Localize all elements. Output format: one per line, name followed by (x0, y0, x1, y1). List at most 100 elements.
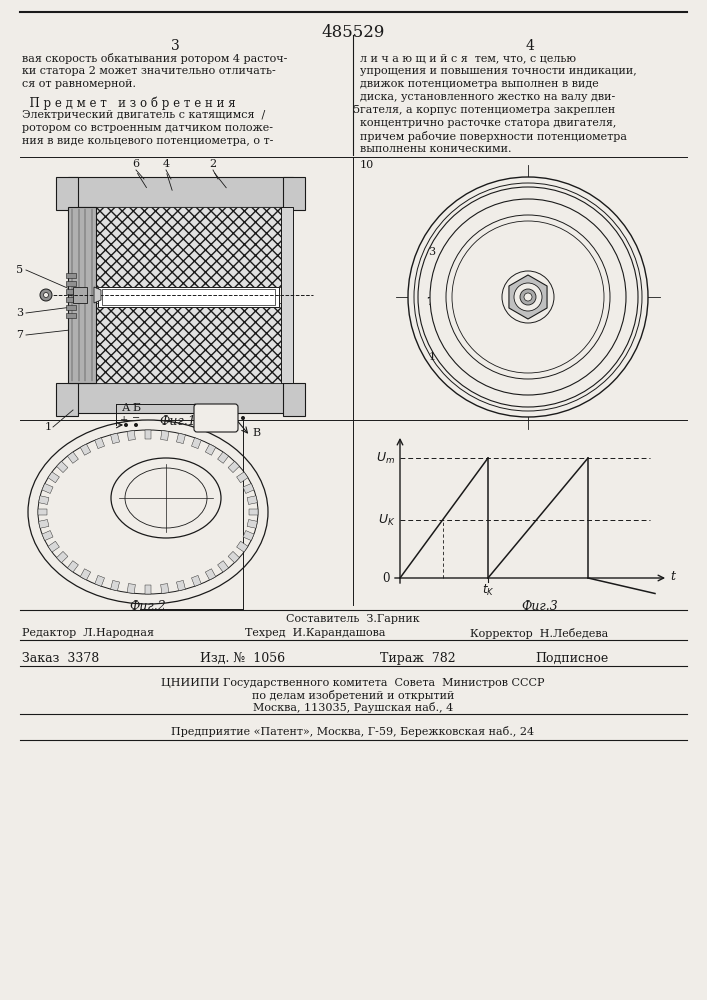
Circle shape (452, 221, 604, 373)
Polygon shape (192, 575, 201, 586)
Text: 6: 6 (132, 159, 139, 169)
Text: 485529: 485529 (321, 24, 385, 41)
Polygon shape (110, 433, 119, 444)
Polygon shape (38, 509, 47, 515)
Polygon shape (160, 431, 169, 440)
Text: Корректор  Н.Лебедева: Корректор Н.Лебедева (470, 628, 608, 639)
Polygon shape (243, 483, 254, 493)
Text: +: + (120, 414, 128, 424)
Text: 5: 5 (353, 105, 360, 115)
Text: П р е д м е т   и з о б р е т е н и я: П р е д м е т и з о б р е т е н и я (22, 96, 235, 109)
Bar (283, 177, 305, 210)
Polygon shape (67, 561, 78, 572)
Circle shape (514, 283, 542, 311)
Bar (66, 297, 76, 302)
Polygon shape (42, 531, 53, 541)
Circle shape (524, 293, 532, 301)
Text: 1: 1 (428, 352, 436, 362)
Bar (102, 289, 275, 305)
Text: 2: 2 (209, 159, 216, 169)
Polygon shape (192, 438, 201, 449)
Circle shape (446, 215, 610, 379)
Polygon shape (243, 531, 254, 541)
Circle shape (44, 292, 49, 298)
Circle shape (241, 416, 245, 420)
Polygon shape (48, 472, 59, 483)
Bar (96, 303, 281, 383)
Polygon shape (95, 575, 105, 586)
Bar (98, 287, 279, 307)
Polygon shape (228, 461, 240, 473)
Polygon shape (177, 580, 185, 591)
Text: ротором со встроенным датчиком положе-: ротором со встроенным датчиком положе- (22, 123, 273, 133)
Text: −: − (132, 414, 140, 424)
Polygon shape (127, 431, 135, 440)
Text: ки статора 2 может значительно отличать-: ки статора 2 может значительно отличать- (22, 66, 276, 76)
Bar (66, 273, 76, 278)
Text: вая скорость обкатывания ротором 4 расточ-: вая скорость обкатывания ротором 4 расто… (22, 53, 287, 64)
Text: Фиг.3: Фиг.3 (522, 600, 559, 613)
Circle shape (408, 177, 648, 417)
Text: 7: 7 (426, 297, 433, 307)
Text: движок потенциометра выполнен в виде: движок потенциометра выполнен в виде (360, 79, 599, 89)
Bar (56, 383, 78, 416)
Polygon shape (249, 509, 258, 515)
Text: 4: 4 (163, 159, 170, 169)
Text: 1: 1 (45, 422, 52, 432)
Text: Предприятие «Патент», Москва, Г-59, Бережковская наб., 24: Предприятие «Патент», Москва, Г-59, Бере… (171, 726, 534, 737)
Circle shape (414, 183, 642, 411)
Circle shape (134, 423, 138, 427)
Text: ния в виде кольцевого потенциометра, о т-: ния в виде кольцевого потенциометра, о т… (22, 136, 274, 146)
Bar (56, 177, 78, 210)
Polygon shape (39, 496, 49, 504)
Bar (96, 207, 281, 287)
Polygon shape (205, 569, 216, 580)
Polygon shape (247, 520, 257, 528)
Text: ЦНИИПИ Государственного комитета  Совета  Министров СССР: ЦНИИПИ Государственного комитета Совета … (161, 678, 545, 688)
Polygon shape (228, 551, 240, 563)
Bar (73, 287, 87, 303)
Polygon shape (57, 461, 68, 473)
Bar (66, 313, 76, 318)
Polygon shape (218, 452, 228, 463)
Text: диска, установленного жестко на валу дви-: диска, установленного жестко на валу дви… (360, 92, 615, 102)
Bar (68, 207, 96, 383)
Text: $U_m$: $U_m$ (376, 450, 395, 466)
Bar (66, 289, 76, 294)
Text: Техред  И.Карандашова: Техред И.Карандашова (245, 628, 385, 638)
Polygon shape (110, 580, 119, 591)
Polygon shape (205, 444, 216, 455)
Text: 3: 3 (428, 247, 436, 257)
Polygon shape (160, 584, 169, 593)
Polygon shape (144, 430, 151, 439)
Text: концентрично расточке статора двигателя,: концентрично расточке статора двигателя, (360, 118, 617, 128)
Circle shape (430, 199, 626, 395)
Polygon shape (94, 287, 101, 303)
Text: t: t (670, 570, 675, 582)
Circle shape (502, 271, 554, 323)
Text: по делам изобретений и открытий: по делам изобретений и открытий (252, 690, 454, 701)
Text: упрощения и повышения точности индикации,: упрощения и повышения точности индикации… (360, 66, 637, 76)
Ellipse shape (111, 458, 221, 538)
Text: 5: 5 (16, 265, 23, 275)
Text: $t_K$: $t_K$ (481, 583, 494, 598)
Polygon shape (509, 275, 547, 319)
Polygon shape (247, 496, 257, 504)
FancyBboxPatch shape (194, 404, 238, 432)
Bar (68, 383, 293, 413)
Text: Электрический двигатель с катящимся  /: Электрический двигатель с катящимся / (22, 110, 265, 120)
Ellipse shape (38, 430, 258, 594)
Circle shape (418, 187, 638, 407)
Text: Москва, 113035, Раушская наб., 4: Москва, 113035, Раушская наб., 4 (253, 702, 453, 713)
Circle shape (124, 423, 128, 427)
Text: Редактор  Л.Народная: Редактор Л.Народная (22, 628, 154, 638)
Polygon shape (39, 520, 49, 528)
Text: 4: 4 (525, 39, 534, 53)
Text: Заказ  3378: Заказ 3378 (22, 652, 99, 665)
Text: 0: 0 (382, 572, 390, 584)
Polygon shape (67, 452, 78, 463)
Polygon shape (95, 438, 105, 449)
Text: Б: Б (132, 403, 140, 413)
Polygon shape (81, 444, 90, 455)
Text: $U_K$: $U_K$ (378, 512, 395, 528)
